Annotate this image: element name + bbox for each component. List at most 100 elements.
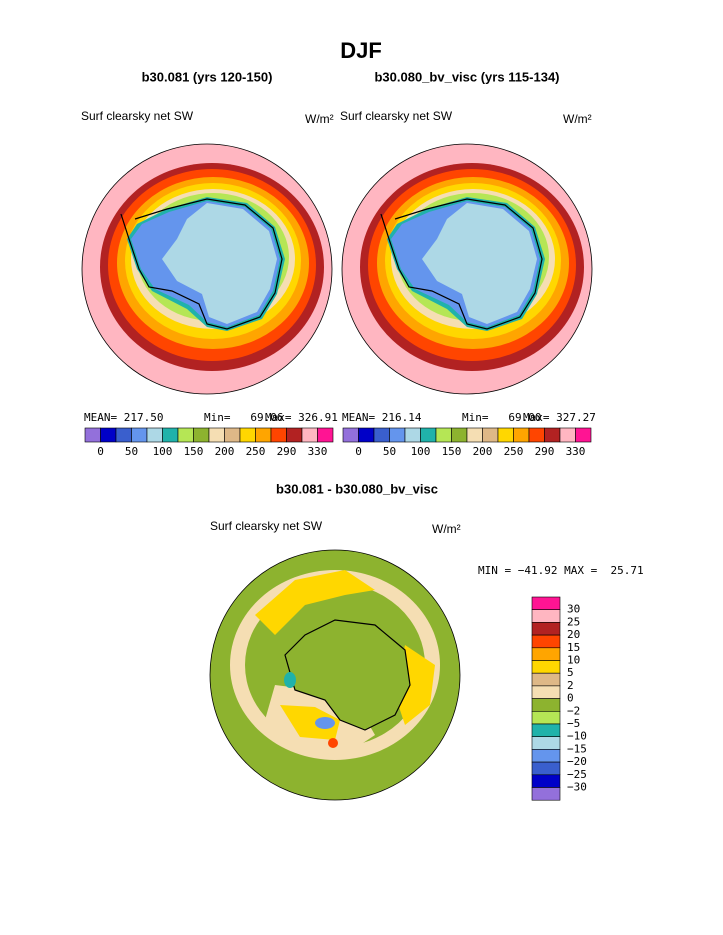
colorbar-label: −15: [567, 742, 587, 755]
stat: Max= 327.27: [523, 411, 596, 424]
colorbar-box: [100, 427, 117, 443]
colorbar-box: [342, 427, 359, 443]
stat: Max= 326.91: [265, 411, 338, 424]
colorbar-label: 150: [184, 445, 204, 458]
colorbar-box: [531, 761, 561, 776]
colorbar-label: 20: [567, 628, 580, 641]
colorbar-label: 100: [153, 445, 173, 458]
colorbar-label: 290: [277, 445, 297, 458]
colorbar-label: 100: [411, 445, 431, 458]
panel-label: Surf clearsky net SW: [340, 109, 453, 123]
colorbar-label: 250: [246, 445, 266, 458]
stat: Min= 69.00: [462, 411, 541, 424]
colorbar-label: 0: [355, 445, 362, 458]
colorbar-label: −2: [567, 704, 580, 717]
colorbar-label: 0: [97, 445, 104, 458]
colorbar-box: [131, 427, 148, 443]
colorbar-label: 0: [567, 692, 574, 705]
panel-label: Surf clearsky net SW: [81, 109, 194, 123]
colorbar-box: [146, 427, 163, 443]
colorbar-label: −20: [567, 755, 587, 768]
stat: Min= 69.06: [204, 411, 283, 424]
colorbar-box: [193, 427, 210, 443]
colorbar-box: [531, 622, 561, 636]
difference-title: b30.081 - b30.080_bv_visc: [276, 481, 438, 496]
colorbar-box: [531, 787, 561, 801]
colorbar-box: [531, 685, 561, 699]
colorbar-label: 330: [308, 445, 328, 458]
colorbar-label: 15: [567, 641, 580, 654]
colorbar-box: [531, 660, 561, 674]
colorbar-box: [531, 774, 561, 788]
colorbar-box: [513, 427, 530, 443]
colorbar-box: [177, 427, 194, 443]
colorbar-box: [358, 427, 375, 443]
colorbar-box: [531, 736, 561, 750]
colorbar-box: [301, 427, 318, 443]
stat: MEAN= 217.50: [84, 411, 163, 424]
panel-title: b30.080_bv_visc (yrs 115-134): [374, 69, 559, 84]
colorbar-label: 30: [567, 603, 580, 616]
colorbar-label: 50: [383, 445, 396, 458]
colorbar-box: [162, 427, 179, 443]
colorbar-box: [404, 427, 421, 443]
panel-title: b30.081 (yrs 120-150): [142, 69, 273, 84]
colorbar-box: [317, 427, 334, 443]
colorbar-label: 2: [567, 679, 574, 692]
colorbar-label: 250: [504, 445, 524, 458]
colorbar-box: [575, 427, 592, 443]
difference-units: W/m²: [432, 522, 461, 536]
colorbar-label: −30: [567, 781, 587, 794]
colorbar-box: [208, 427, 225, 443]
colorbar-box: [531, 634, 561, 649]
colorbar-box: [497, 427, 514, 443]
colorbar-label: 290: [535, 445, 555, 458]
figure-title: DJF: [340, 38, 382, 63]
colorbar-box: [239, 427, 256, 443]
colorbar-label: 200: [215, 445, 235, 458]
colorbar-label: 5: [567, 666, 574, 679]
colorbar-label: 50: [125, 445, 138, 458]
difference-map: [209, 549, 461, 801]
colorbar-box: [115, 427, 132, 443]
colorbar-label: 150: [442, 445, 462, 458]
colorbar-label: 25: [567, 615, 580, 628]
colorbar-box: [482, 427, 499, 443]
colorbar-box: [224, 427, 241, 443]
colorbar-box: [389, 427, 406, 443]
stat: MEAN= 216.14: [342, 411, 422, 424]
colorbar-box: [544, 427, 561, 443]
colorbar-box: [531, 609, 561, 623]
colorbar-label: −25: [567, 768, 587, 781]
colorbar-box: [84, 427, 101, 443]
colorbar-box: [531, 647, 561, 661]
colorbar-box: [531, 749, 561, 763]
colorbar-label: 330: [566, 445, 586, 458]
colorbar-box: [531, 698, 561, 712]
polar-map: [82, 144, 332, 394]
colorbar-box: [420, 427, 437, 443]
colorbar-label: −5: [567, 717, 580, 730]
colorbar-box: [531, 710, 561, 725]
colorbar-box: [286, 427, 303, 443]
colorbar-box: [435, 427, 452, 443]
colorbar-label: 200: [473, 445, 493, 458]
panel-units: W/m²: [563, 112, 592, 126]
colorbar-box: [255, 427, 272, 443]
colorbar-box: [531, 723, 561, 737]
colorbar-box: [531, 672, 561, 687]
colorbar-box: [466, 427, 483, 443]
panel-units: W/m²: [305, 112, 334, 126]
polar-map: [342, 144, 592, 394]
colorbar-box: [373, 427, 390, 443]
colorbar-label: −10: [567, 730, 587, 743]
colorbar-box: [531, 596, 561, 610]
difference-minmax: MIN = −41.92 MAX = 25.71: [478, 564, 644, 577]
colorbar-box: [451, 427, 468, 443]
colorbar-box: [270, 427, 287, 443]
difference-label: Surf clearsky net SW: [210, 519, 323, 533]
colorbar-box: [528, 427, 545, 443]
colorbar-box: [559, 427, 576, 443]
